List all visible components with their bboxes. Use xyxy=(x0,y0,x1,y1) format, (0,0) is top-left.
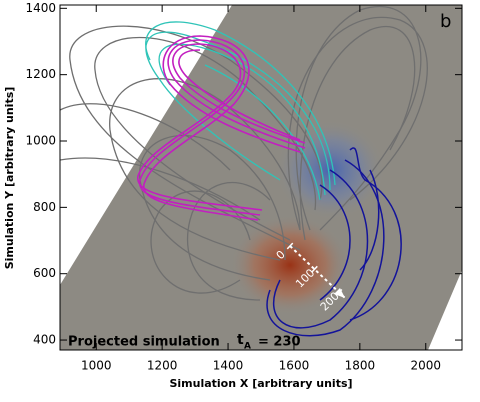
time-value: = 230 xyxy=(258,335,301,350)
panel-label: b xyxy=(440,11,451,32)
y-tick-label: 600 xyxy=(33,266,56,280)
plane xyxy=(60,5,462,350)
blue-lines xyxy=(266,147,402,337)
y-tick-label: 1000 xyxy=(25,134,56,148)
red-polarity xyxy=(230,215,350,315)
x-tick-label: 1600 xyxy=(279,359,310,373)
y-tick-label: 400 xyxy=(33,333,56,347)
x-tick-label: 1800 xyxy=(345,359,376,373)
plot-frame xyxy=(59,4,463,351)
scale-bar-tick xyxy=(311,265,318,273)
annotation-text: Projected simulation xyxy=(68,335,220,350)
x-axis-label: Simulation X [arbitrary units] xyxy=(169,377,352,390)
axes: 1000 1200 1400 1600 1800 2000 400 600 800 1000 120… xyxy=(25,1,462,373)
y-axis-label: Simulation Y [arbitrary units] xyxy=(3,87,16,270)
render xyxy=(60,5,462,350)
annotation: Projected simulation t A = 230 xyxy=(68,332,301,352)
x-tick-label: 2000 xyxy=(410,359,441,373)
x-tick-label: 1200 xyxy=(147,359,178,373)
x-tick-label: 1000 xyxy=(81,359,112,373)
y-tick-label: 1400 xyxy=(25,1,56,15)
scale-bar-tick xyxy=(286,242,294,250)
scale-bar-tick xyxy=(335,289,343,296)
magenta-lines xyxy=(137,35,306,221)
y-tick-label: 1200 xyxy=(25,67,56,81)
time-subscript: A xyxy=(244,342,251,352)
time-symbol: t xyxy=(237,332,244,348)
x-tick-label: 1400 xyxy=(213,359,244,373)
y-tick-label: 800 xyxy=(33,200,56,214)
